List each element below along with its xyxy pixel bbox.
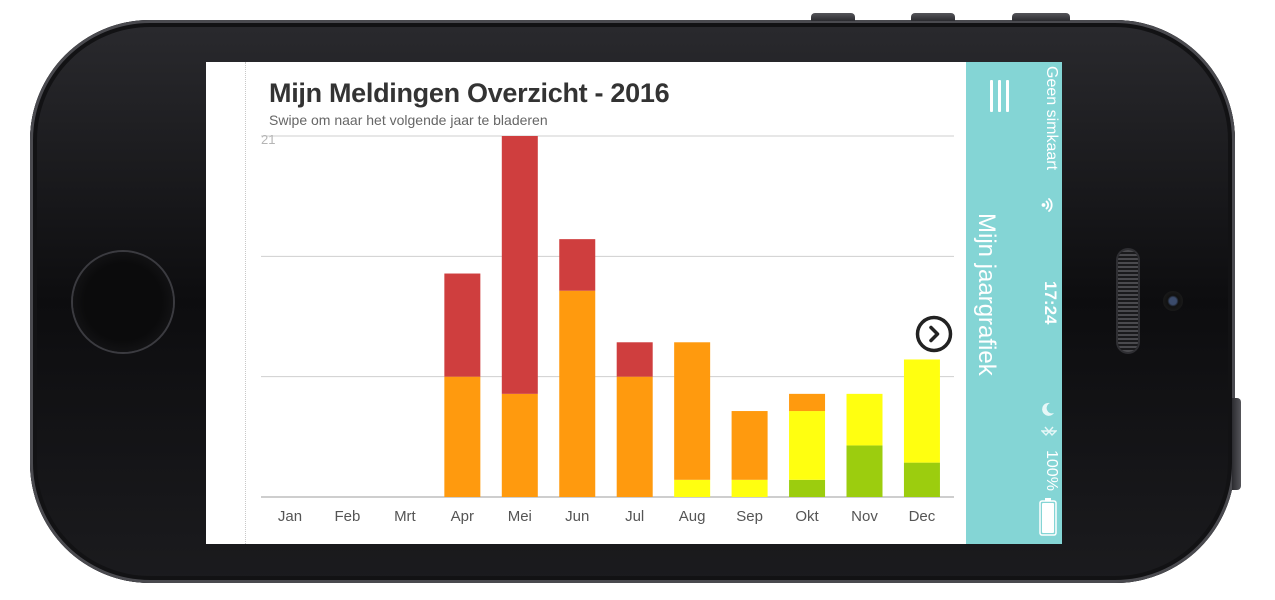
bar-segment [559, 239, 596, 291]
bar-segment [731, 411, 768, 480]
bar-segment [444, 376, 481, 497]
chart-subtitle: Swipe om naar het volgende jaar te blade… [269, 112, 548, 128]
bar-segment [444, 273, 481, 377]
panel-title: Mijn jaargrafiek [973, 213, 1000, 376]
bar-segment [559, 290, 596, 497]
bar-segment [501, 393, 538, 497]
battery-percentage: 100% [1043, 450, 1060, 491]
chart-bars [444, 136, 940, 497]
volume-up-button [911, 13, 955, 21]
bar-segment [674, 479, 711, 497]
bar-chart: Jan Feb Mrt Apr Mei Jun Jul Aug Sep Okt Nov Dec 21 [261, 132, 954, 525]
home-button[interactable] [73, 252, 173, 352]
y-axis-labels: 21 [261, 132, 275, 147]
x-tick-label: Sep [736, 508, 763, 525]
bar-segment [789, 393, 826, 412]
bar-segment [731, 479, 768, 497]
bar-segment [616, 342, 653, 377]
x-tick-label: Jul [625, 508, 644, 525]
bluetooth-icon [1041, 426, 1057, 437]
bar-segment [501, 136, 538, 394]
x-tick-label: Dec [909, 508, 936, 525]
bar-segment [674, 342, 711, 480]
x-tick-label: Aug [679, 508, 706, 525]
screen: Mijn Meldingen Overzicht - 2016 Swipe om… [206, 62, 1062, 544]
x-tick-label: Okt [795, 508, 819, 525]
x-tick-label: Jun [565, 508, 589, 525]
left-edge-line [245, 62, 246, 544]
battery-icon [1039, 498, 1057, 536]
bar-segment [789, 411, 826, 480]
x-axis-labels: Jan Feb Mrt Apr Mei Jun Jul Aug Sep Okt Nov Dec [278, 508, 936, 525]
bar-segment [846, 393, 883, 446]
x-tick-label: Mrt [394, 508, 416, 525]
wifi-icon [1041, 198, 1053, 212]
mute-switch [811, 13, 855, 21]
chart-gridlines [261, 135, 954, 498]
x-tick-label: Feb [335, 508, 361, 525]
volume-down-button [1012, 13, 1070, 21]
x-tick-label: Jan [278, 508, 302, 525]
power-button [1232, 398, 1241, 490]
status-time: 17:24 [1041, 281, 1060, 325]
bar-segment [846, 445, 883, 497]
bar-segment [903, 359, 940, 463]
y-tick-label: 21 [261, 132, 275, 147]
chevron-right-circle-icon [915, 315, 953, 353]
side-panel: Mijn jaargrafiek [966, 62, 1062, 544]
carrier-label: Geen simkaart [1043, 66, 1060, 171]
front-camera [1163, 291, 1183, 311]
next-year-button[interactable] [915, 315, 953, 353]
chart-title: Mijn Meldingen Overzicht - 2016 [269, 78, 670, 108]
x-tick-label: Nov [851, 508, 878, 525]
x-tick-label: Mei [508, 508, 532, 525]
x-tick-label: Apr [451, 508, 474, 525]
hamburger-menu-icon[interactable] [990, 80, 1016, 112]
bar-segment [903, 462, 940, 497]
moon-icon [1042, 402, 1054, 416]
bar-segment [616, 376, 653, 497]
earpiece-speaker [1118, 250, 1138, 352]
bar-segment [789, 479, 826, 497]
